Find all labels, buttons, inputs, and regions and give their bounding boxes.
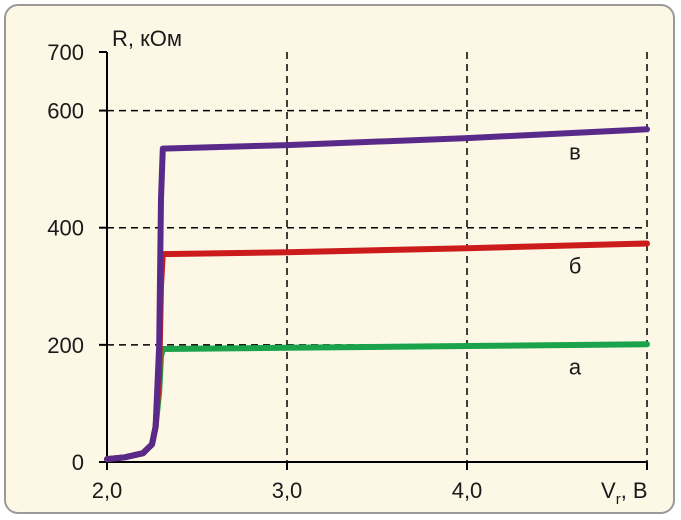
ticks <box>99 51 648 470</box>
x-axis-label-sub: r <box>616 491 621 508</box>
y-tick-label: 200 <box>47 333 84 358</box>
x-tick-label: 2,0 <box>92 478 123 503</box>
series-line-1 <box>104 341 650 463</box>
grid-lines <box>107 52 648 462</box>
labels: 2,0 3,0 4,0 0 200 400 600 700 а б в <box>47 40 582 503</box>
series-lines <box>104 126 650 463</box>
series-label: б <box>569 254 582 279</box>
y-tick-label: 600 <box>47 99 84 124</box>
axes <box>106 52 647 463</box>
series-label: в <box>569 139 581 164</box>
x-axis-label-unit: , В <box>621 478 648 503</box>
chart-frame <box>4 4 675 514</box>
y-tick-label: 0 <box>72 450 84 475</box>
series-label: а <box>569 354 582 379</box>
y-tick-label: 400 <box>47 216 84 241</box>
y-tick-label: 700 <box>47 40 84 65</box>
x-tick-label: 4,0 <box>452 478 483 503</box>
x-tick-label: 3,0 <box>272 478 303 503</box>
x-axis-label: Vr, В <box>601 478 648 508</box>
x-axis-label-main: V <box>601 478 616 503</box>
y-axis-label: R, кОм <box>112 26 182 51</box>
series-line-3 <box>104 126 650 463</box>
